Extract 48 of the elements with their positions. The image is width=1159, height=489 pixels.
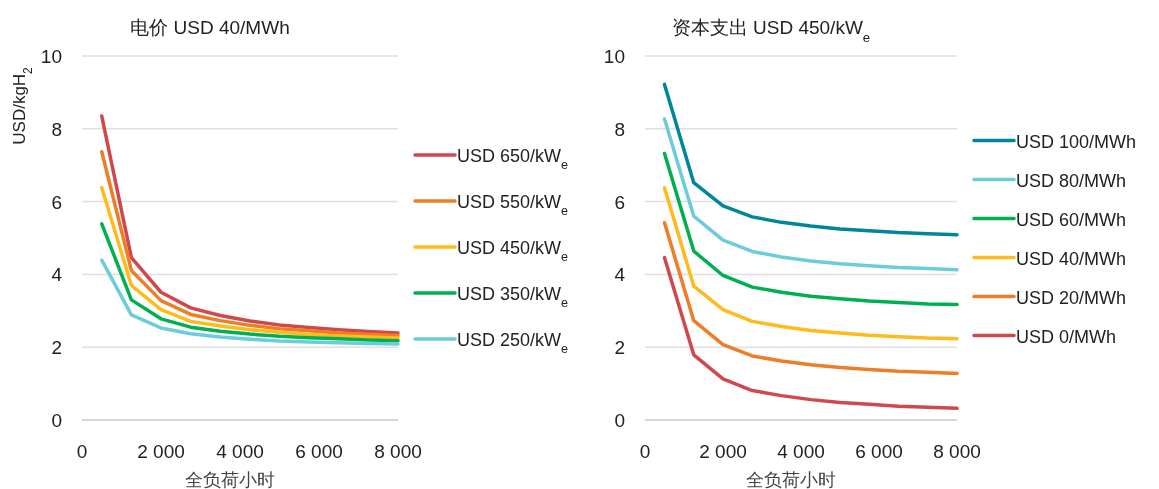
x-tick-label: 0	[76, 441, 88, 462]
legend-label: USD 100/MWh	[1016, 131, 1137, 152]
chart-title: 电价 USD 40/MWh	[130, 17, 290, 38]
x-tick-label: 4 000	[777, 441, 825, 462]
line-series	[100, 149, 400, 338]
y-tick-label: 6	[614, 191, 625, 213]
legend-label: USD 60/MWh	[1016, 209, 1127, 230]
line-series	[662, 186, 959, 341]
x-tick-label: 6 000	[855, 441, 903, 462]
legend-label: USD 0/MWh	[1016, 326, 1117, 347]
y-tick-label: 0	[51, 410, 62, 431]
x-tick-label: 2 000	[699, 441, 747, 462]
line-series	[662, 220, 959, 376]
legend-label: USD 80/MWh	[1016, 170, 1127, 191]
x-axis-title: 全负荷小时	[746, 470, 836, 489]
chart-title: 资本支出 USD 450/kW$_{e}$	[671, 17, 871, 45]
y-tick-label: 4	[51, 264, 63, 286]
line-series	[100, 114, 400, 335]
x-axis-title: 全负荷小时	[185, 470, 275, 489]
y-tick-label: 4	[614, 264, 626, 286]
legend-label: USD 450/kW$_{e}$	[457, 238, 569, 264]
line-series	[100, 258, 400, 346]
legend-label: USD 40/MWh	[1016, 248, 1127, 269]
line-series	[662, 255, 959, 411]
x-tick-label: 8 000	[933, 441, 981, 462]
x-tick-label: 2 000	[137, 441, 185, 462]
line-series	[662, 151, 959, 307]
x-tick-label: 6 000	[295, 441, 343, 462]
line-series	[662, 82, 959, 237]
x-tick-label: 4 000	[216, 441, 264, 462]
legend-label: USD 250/kW$_{e}$	[457, 330, 569, 356]
y-tick-label: 6	[51, 191, 62, 213]
x-tick-label: 8 000	[374, 441, 422, 462]
y-tick-label: 8	[614, 118, 625, 140]
legend-label: USD 350/kW$_{e}$	[457, 284, 569, 310]
x-tick-label: 0	[639, 441, 651, 462]
line-series	[100, 186, 400, 340]
y-tick-label: 2	[51, 337, 62, 359]
line-series	[100, 222, 400, 343]
y-tick-label: 10	[603, 46, 625, 67]
y-tick-label: 8	[51, 118, 62, 140]
legend-label: USD 550/kW$_{e}$	[457, 192, 569, 218]
y-tick-label: 2	[614, 337, 625, 359]
y-tick-label: 0	[614, 410, 625, 431]
legend-label: USD 20/MWh	[1016, 287, 1127, 308]
y-tick-label: 10	[40, 46, 62, 67]
line-series	[662, 117, 959, 272]
legend-label: USD 650/kW$_{e}$	[457, 146, 569, 172]
